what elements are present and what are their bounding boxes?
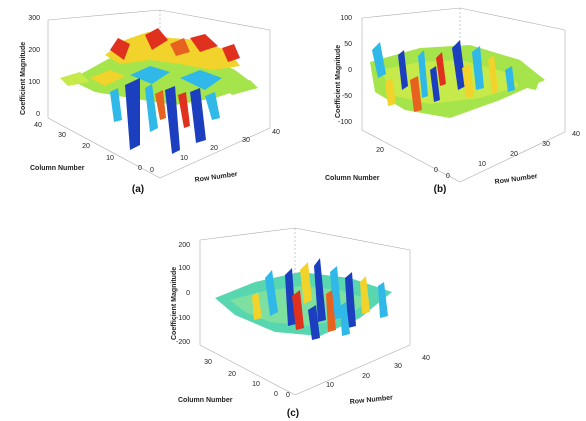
- panel-c-z-tick: 100: [178, 265, 190, 272]
- panel-c-axes: [199, 227, 411, 396]
- panel-a-x-tick: 10: [106, 155, 114, 162]
- panel-b: 100 50 0 -50 -100 20 0 0 10 20 30 40 Coe…: [325, 7, 580, 195]
- panel-b-y-tick: 30: [542, 141, 550, 148]
- panel-c-y-ticks: 0 10 20 30 40: [286, 355, 430, 399]
- panel-b-x-tick: 0: [434, 167, 438, 174]
- panel-c-z-ticks: 200 100 0 -100 -200: [176, 242, 190, 346]
- panel-c-x-tick: 20: [228, 371, 236, 378]
- panel-b-caption: (b): [434, 184, 447, 195]
- panel-a-y-tick: 30: [242, 137, 250, 144]
- panel-c-y-tick: 30: [394, 363, 402, 370]
- panel-b-z-tick: 50: [344, 41, 352, 48]
- panel-a-y-label: Row Number: [194, 171, 238, 184]
- panel-c-x-tick: 10: [252, 381, 260, 388]
- panel-b-y-tick: 10: [478, 161, 486, 168]
- panel-b-y-label: Row Number: [494, 173, 538, 186]
- panel-c-x-tick: 0: [274, 391, 278, 398]
- panel-a-z-label: Coefficient Magnitude: [20, 42, 27, 115]
- panel-b-y-ticks: 0 10 20 30 40: [446, 131, 580, 180]
- panel-b-y-tick: 0: [446, 173, 450, 180]
- panel-a-x-tick: 40: [34, 122, 42, 129]
- panel-b-y-tick: 20: [510, 151, 518, 158]
- panel-c-z-label: Coefficient Magnitude: [171, 267, 178, 340]
- panel-a-y-tick: 10: [180, 155, 188, 162]
- panel-a-z-tick: 300: [28, 15, 40, 22]
- panel-c-z-tick: -200: [176, 339, 190, 346]
- panel-a-caption: (a): [132, 184, 144, 195]
- panel-b-z-tick: 100: [340, 15, 352, 22]
- panel-c-z-tick: 0: [186, 290, 190, 297]
- panel-b-z-tick: 0: [348, 67, 352, 74]
- panel-c-x-ticks: 30 20 10 0: [204, 359, 278, 398]
- panel-a-x-tick: 20: [82, 143, 90, 150]
- panel-a-z-ticks: 300 200 100 0: [28, 15, 40, 118]
- panel-a: 300 200 100 0 40 30 20 10 0 0 10 20 30 4…: [20, 9, 280, 195]
- panel-b-z-tick: -50: [342, 93, 352, 100]
- panel-a-x-label: Column Number: [30, 165, 85, 172]
- panel-a-y-tick: 20: [210, 145, 218, 152]
- panel-b-surface: [370, 40, 545, 118]
- panel-c-z-tick: 200: [178, 242, 190, 249]
- panel-a-x-tick: 30: [58, 132, 66, 139]
- panel-a-y-ticks: 0 10 20 30 40: [150, 129, 280, 174]
- panel-c-caption: (c): [287, 408, 299, 419]
- panel-b-x-ticks: 20 0: [376, 147, 438, 174]
- panel-a-z-tick: 200: [28, 47, 40, 54]
- panel-a-surface: [60, 28, 258, 154]
- panel-b-z-ticks: 100 50 0 -50 -100: [338, 15, 352, 126]
- panel-b-x-tick: 20: [376, 147, 384, 154]
- panel-c-y-label: Row Number: [349, 394, 393, 406]
- panel-a-x-ticks: 40 30 20 10 0: [34, 122, 142, 172]
- panel-c-y-tick: 20: [362, 373, 370, 380]
- panel-c-y-tick: 10: [326, 382, 334, 389]
- panel-a-y-tick: 0: [150, 167, 154, 174]
- panel-a-y-tick: 40: [272, 129, 280, 136]
- panel-b-z-label: Coefficient Magnitude: [335, 45, 342, 118]
- panel-c: 200 100 0 -100 -200 30 20 10 0 0 10 20 3…: [171, 227, 430, 419]
- panel-b-z-tick: -100: [338, 119, 352, 126]
- panel-c-z-tick: -100: [176, 315, 190, 322]
- panel-c-surface: [215, 258, 392, 340]
- panel-b-y-tick: 40: [572, 131, 580, 138]
- panel-c-x-label: Column Number: [178, 397, 233, 404]
- panel-c-x-tick: 30: [204, 359, 212, 366]
- panel-c-y-tick: 40: [422, 355, 430, 362]
- panel-a-z-tick: 100: [28, 79, 40, 86]
- panel-c-y-tick: 0: [286, 392, 290, 399]
- panel-b-x-label: Column Number: [325, 175, 380, 182]
- panel-a-x-tick: 0: [138, 165, 142, 172]
- panel-a-z-tick: 0: [36, 111, 40, 118]
